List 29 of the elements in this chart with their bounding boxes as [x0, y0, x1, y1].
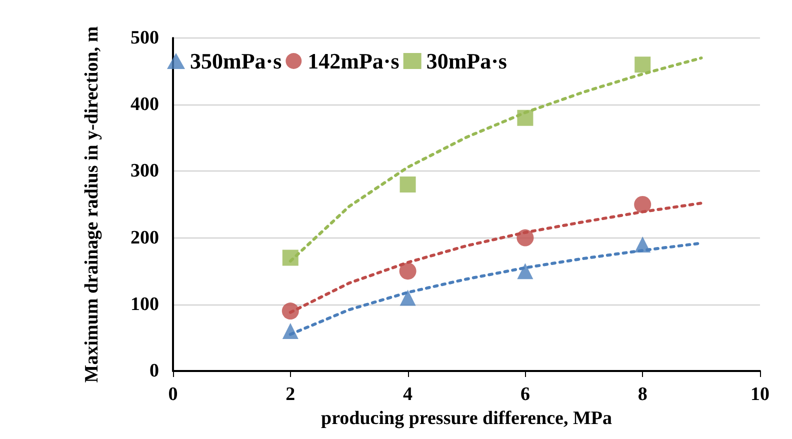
point: [282, 323, 298, 340]
point: [400, 290, 416, 306]
y-tick-label: 500: [130, 28, 159, 48]
point: [634, 56, 651, 73]
y-tick-label: 200: [130, 227, 159, 248]
y-tick-label: 100: [130, 294, 159, 315]
point: [282, 302, 299, 320]
y-tick-label: 400: [130, 94, 159, 116]
point: [516, 229, 534, 246]
point: [517, 110, 534, 126]
legend-label: 350mPa·s: [190, 48, 282, 74]
point: [282, 250, 298, 266]
point: [517, 263, 534, 280]
x-tick-label: 10: [750, 384, 770, 405]
legend-label: 142mPa·s: [308, 48, 400, 74]
x-tick-label: 0: [168, 384, 178, 405]
y-tick-label: 300: [130, 160, 159, 182]
x-tick-label: 6: [520, 384, 530, 405]
y-tick-label: 0: [150, 360, 159, 382]
x-axis-title: producing pressure difference, MPa: [321, 408, 612, 429]
x-tick-label: 2: [286, 384, 296, 405]
point: [634, 196, 652, 213]
legend-label: 30mPa·s: [426, 48, 508, 74]
point: [634, 236, 651, 252]
point: [400, 176, 416, 193]
point: [399, 262, 416, 280]
y-axis-title: Maximum drainage radius in y-direction, m: [82, 26, 102, 383]
x-tick-label: 8: [638, 384, 648, 405]
x-tick-label: 4: [403, 384, 414, 405]
